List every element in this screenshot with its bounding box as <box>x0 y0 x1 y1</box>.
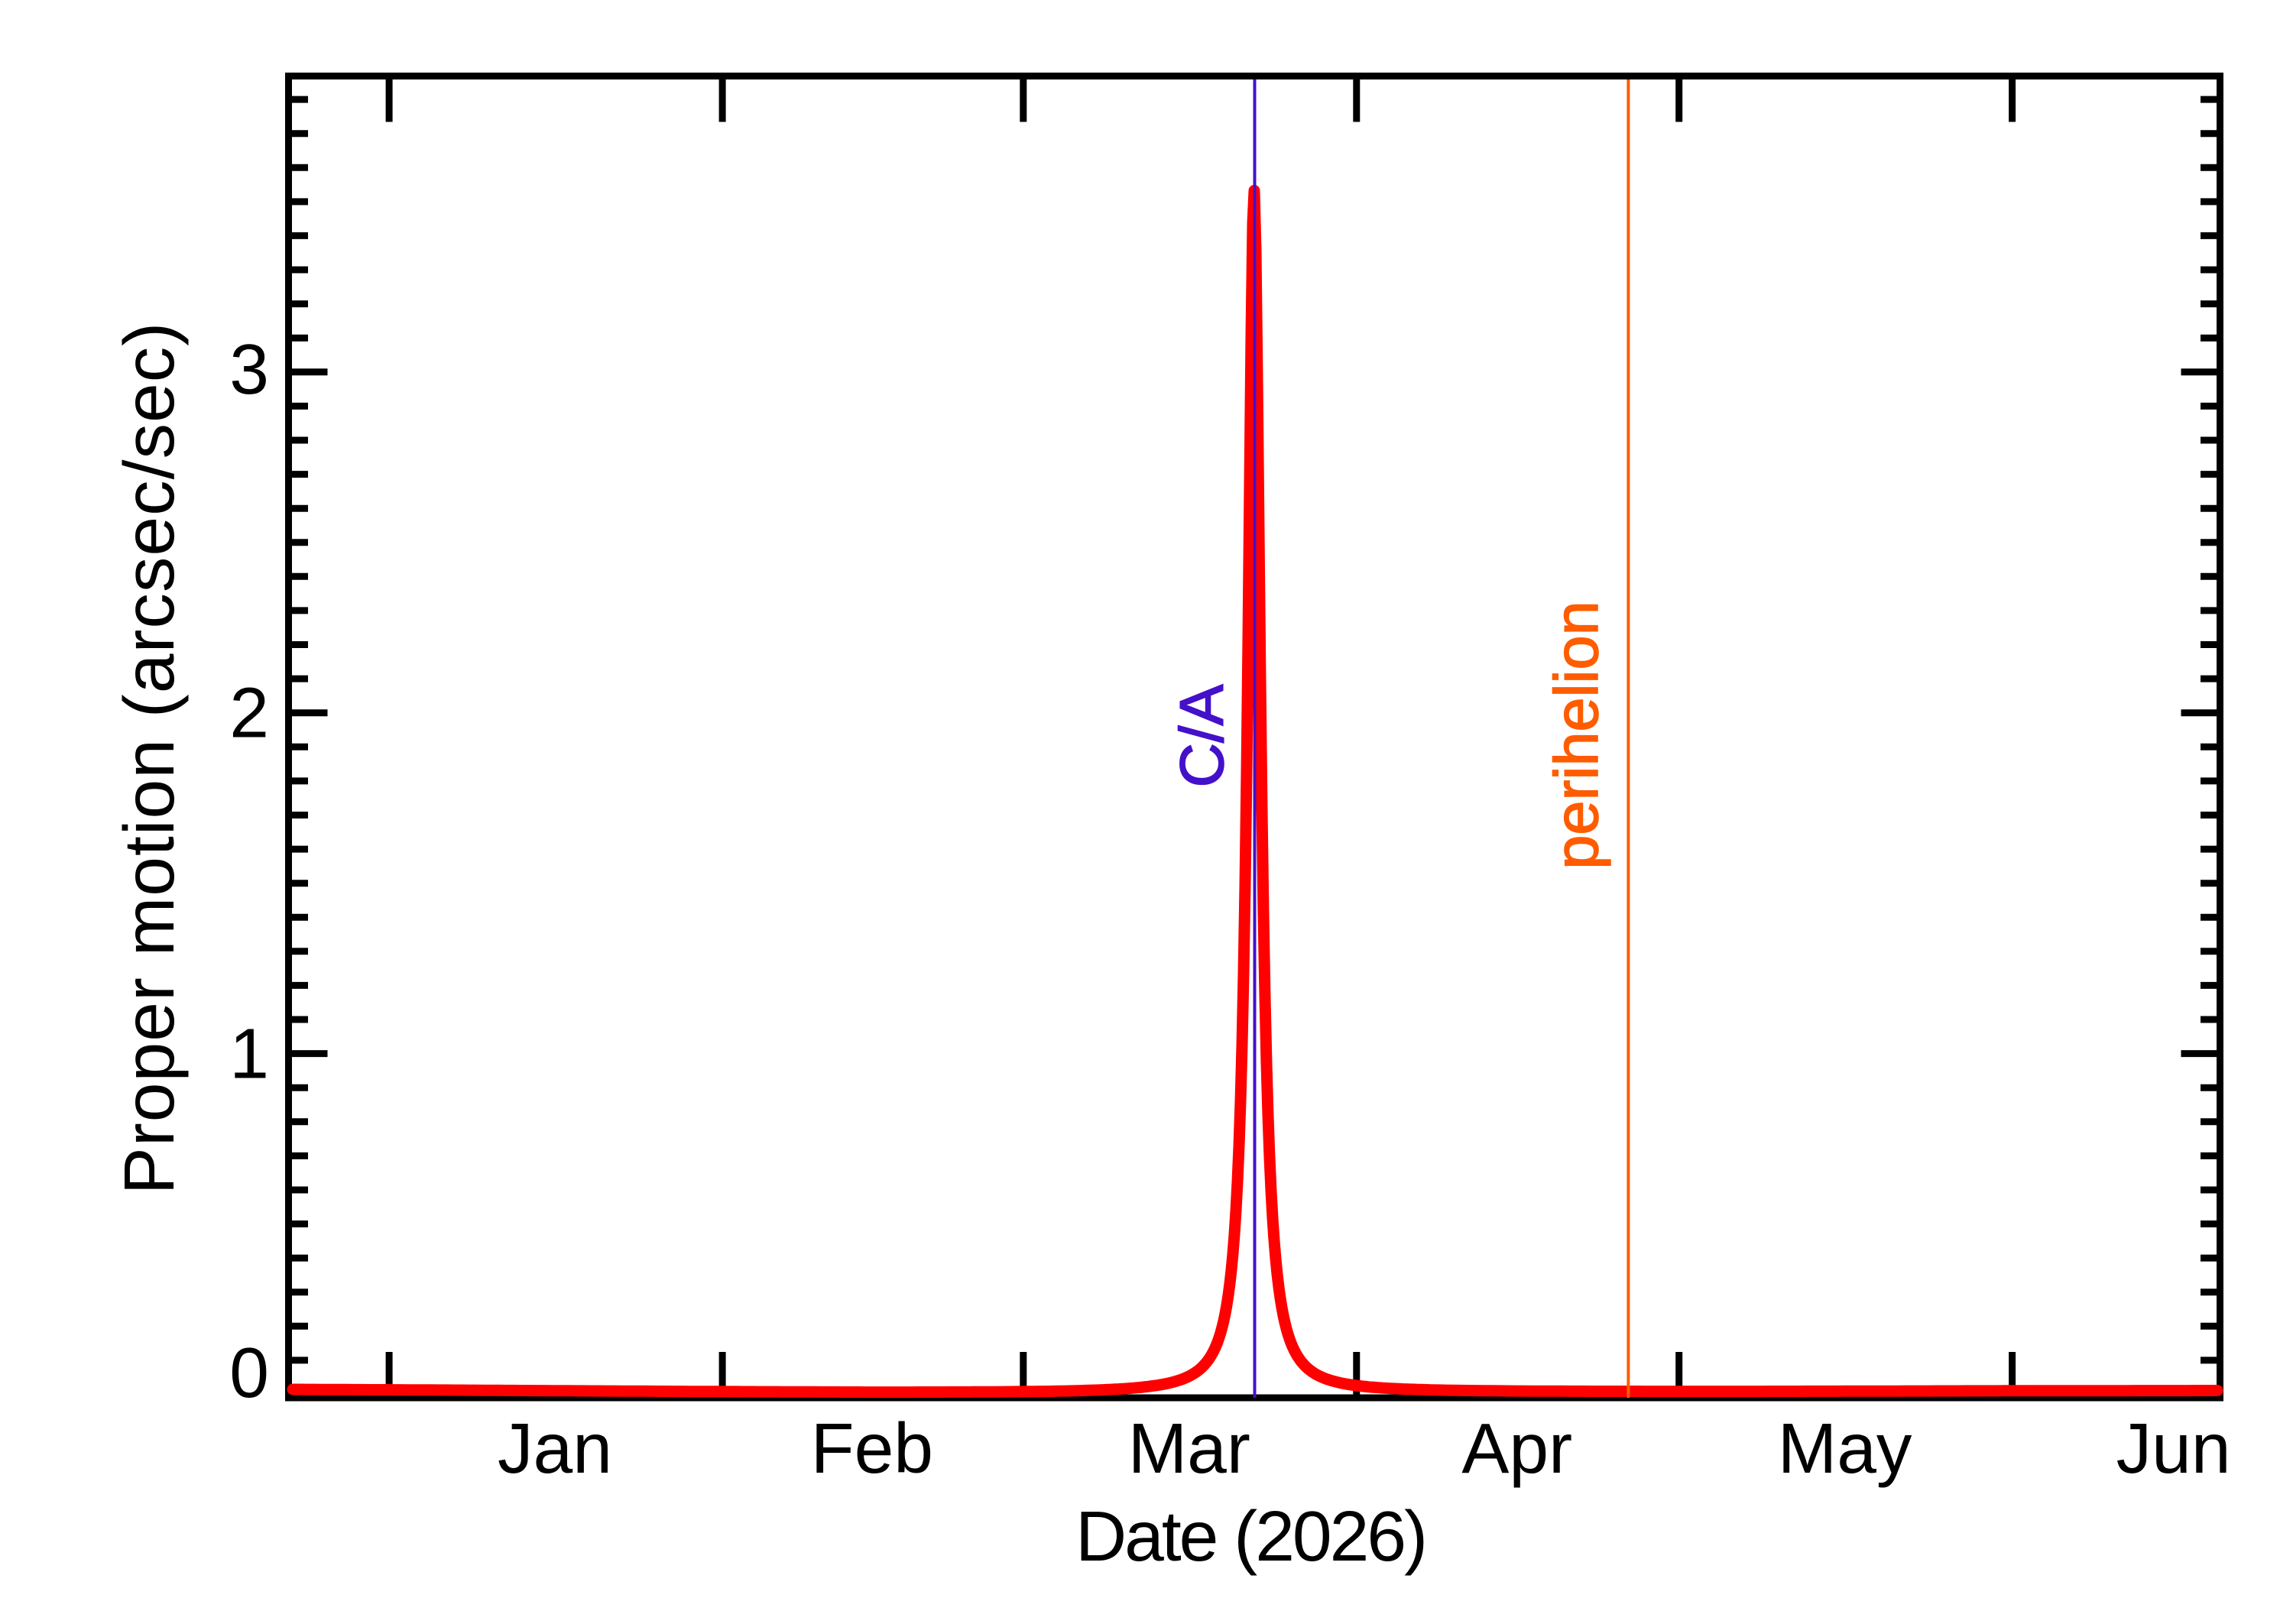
svg-text:3: 3 <box>229 329 269 409</box>
svg-text:Feb: Feb <box>811 1408 933 1488</box>
svg-text:2: 2 <box>229 673 269 753</box>
svg-text:Mar: Mar <box>1128 1408 1250 1488</box>
svg-text:Jun: Jun <box>2116 1408 2231 1488</box>
svg-text:0: 0 <box>229 1333 269 1412</box>
svg-text:C/A: C/A <box>1168 684 1237 787</box>
svg-text:Date (2026): Date (2026) <box>1075 1496 1425 1576</box>
svg-text:1: 1 <box>229 1014 269 1094</box>
svg-text:perihelion: perihelion <box>1542 601 1611 869</box>
svg-text:May: May <box>1778 1408 1912 1488</box>
svg-text:Proper motion (arcsec/sec): Proper motion (arcsec/sec) <box>109 322 189 1194</box>
svg-text:Apr: Apr <box>1461 1408 1572 1488</box>
svg-text:Jan: Jan <box>498 1408 612 1488</box>
